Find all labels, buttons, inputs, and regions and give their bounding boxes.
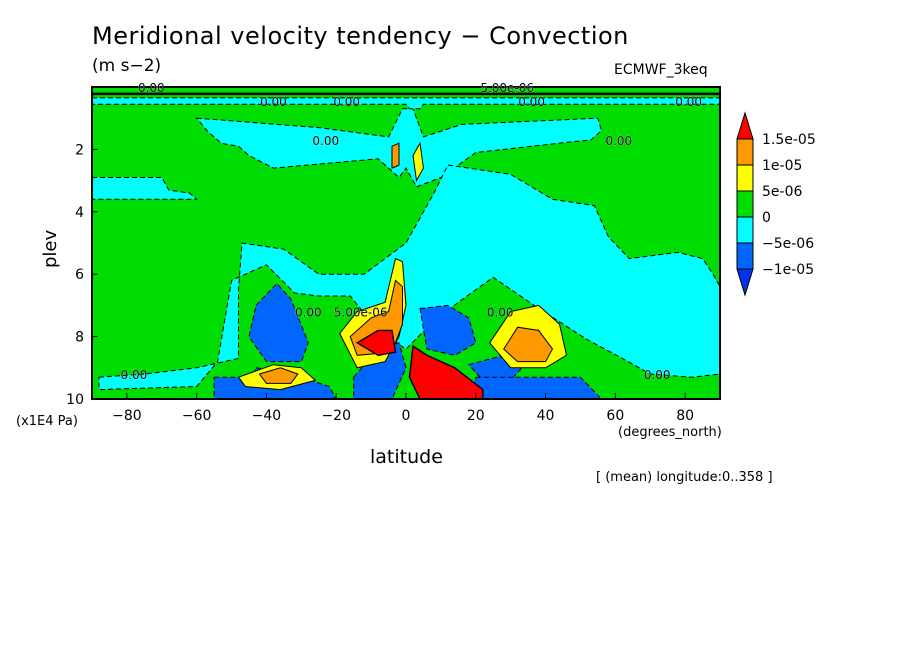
x-tick-label-1: −60 [182, 408, 212, 424]
contour-region-neg1e-05-3 [248, 282, 309, 363]
contour-label-3: 5.00e-06 [480, 81, 534, 95]
contour-label-7: 0.00 [605, 134, 632, 148]
y-tick-label-1: 4 [75, 205, 84, 221]
contour-region-pos1e-05-19 [391, 142, 400, 169]
colorbar-top-tip [736, 111, 754, 140]
y-tick-label-0: 2 [75, 142, 84, 158]
chart-title: Meridional velocity tendency − Convectio… [92, 22, 629, 50]
x-tick-label-2: −40 [252, 408, 282, 424]
contour-label-4: 0.00 [518, 95, 545, 109]
y-tick-label-4: 10 [66, 392, 84, 408]
x-tick-label-7: 60 [606, 408, 624, 424]
colorbar-label-2: 5e-06 [762, 184, 802, 200]
x-tick-label-3: −20 [321, 408, 351, 424]
colorbar-box-2 [736, 164, 754, 192]
colorbar-box-1 [736, 138, 754, 166]
contour-label-10: 5.00e-06 [334, 306, 388, 320]
y-tick-label-2: 6 [75, 267, 84, 283]
colorbar-label-1: 1e-05 [762, 158, 802, 174]
y-axis-units: (x1E4 Pa) [16, 414, 78, 429]
contour-label-8: 0.00 [295, 306, 322, 320]
colorbar-label-3: 0 [762, 210, 771, 226]
colorbar-box-3 [736, 190, 754, 218]
contour-label-9: 0.00 [487, 306, 514, 320]
contour-label-1: 0.00 [260, 95, 287, 109]
contour-label-6: 0.00 [312, 134, 339, 148]
x-axis-units: (degrees_north) [618, 425, 722, 440]
model-label: ECMWF_3keq [614, 62, 708, 78]
contour-region-neg5e-06-21 [91, 97, 721, 110]
contour-region-neg1e-05-5 [419, 304, 477, 356]
contour-region-neg1e-05-9 [353, 342, 407, 400]
contour-region-pos1e-05-18 [503, 326, 554, 363]
y-tick-label-3: 8 [75, 330, 84, 346]
contour-region-pos1.5e-05-15 [355, 329, 397, 357]
x-tick-label-6: 40 [537, 408, 555, 424]
contour-label-12: 0.00 [644, 368, 671, 382]
x-tick-label-0: −80 [112, 408, 142, 424]
colorbar-bottom-tip [736, 268, 754, 297]
contour-region-neg5e-06-2 [98, 164, 721, 391]
x-tick-label-4: 0 [402, 408, 411, 424]
colorbar-label-4: −5e-06 [762, 236, 814, 252]
contour-label-5: 0.00 [675, 95, 702, 109]
colorbar-box-4 [736, 216, 754, 244]
x-axis-label: latitude [370, 446, 443, 468]
chart-units: (m s−2) [92, 56, 162, 76]
contour-region-neg1e-05-10 [468, 376, 603, 400]
contour-label-11: 0.00 [121, 368, 148, 382]
colorbar-label-5: −1e-05 [762, 262, 814, 278]
colorbar-label-0: 1.5e-05 [762, 132, 816, 148]
contour-region-pos5e-06-16 [412, 141, 424, 183]
contour-label-0: 0.00 [138, 81, 165, 95]
contour-region-pos1e-05-12 [258, 367, 299, 384]
x-tick-label-5: 20 [467, 408, 485, 424]
contour-region-pos1.5e-05-20 [408, 344, 484, 400]
mean-note: [ (mean) longitude:0..358 ] [596, 470, 773, 485]
colorbar-box-5 [736, 242, 754, 270]
x-tick-label-8: 80 [676, 408, 694, 424]
contour-label-2: 0.00 [333, 95, 360, 109]
